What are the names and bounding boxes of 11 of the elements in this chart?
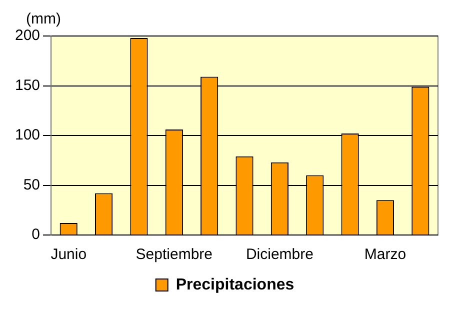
y-tick-label: 100	[14, 126, 40, 144]
x-tick-label: Septiembre	[136, 246, 213, 264]
x-tick-label: Marzo	[364, 246, 406, 264]
y-tick-label: 0	[32, 226, 40, 244]
legend-label: Precipitaciones	[176, 276, 294, 294]
y-tick-label: 50	[23, 176, 40, 194]
y-tick-label: 200	[14, 27, 40, 44]
y-tick-label: 150	[14, 76, 40, 94]
y-axis-title: (mm)	[26, 10, 61, 28]
x-tick-label: Junio	[50, 246, 87, 264]
x-tick-label: Diciembre	[246, 246, 314, 264]
